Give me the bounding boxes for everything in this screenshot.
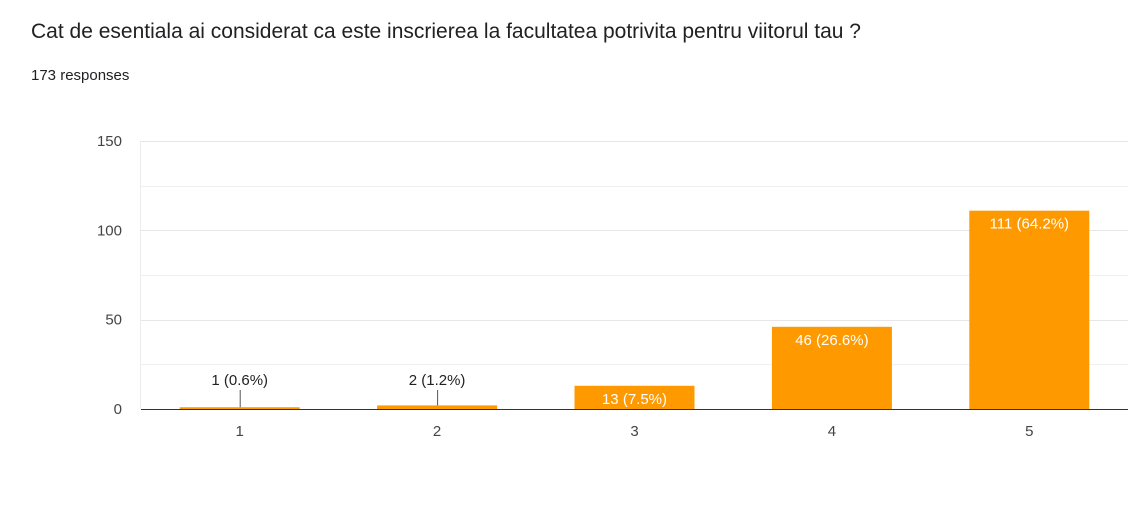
x-tick-label: 3 bbox=[630, 423, 638, 440]
data-label: 2 (1.2%) bbox=[409, 372, 466, 389]
x-tick-label: 5 bbox=[1025, 423, 1033, 440]
y-tick-label: 150 bbox=[97, 133, 122, 150]
y-tick-label: 50 bbox=[105, 312, 122, 329]
bar bbox=[969, 210, 1090, 409]
x-tick-label: 4 bbox=[828, 423, 836, 440]
x-tick-label: 2 bbox=[433, 423, 441, 440]
x-tick-label: 1 bbox=[236, 423, 244, 440]
bar bbox=[771, 326, 892, 409]
data-label: 46 (26.6%) bbox=[795, 332, 868, 349]
data-label: 1 (0.6%) bbox=[211, 372, 268, 389]
question-title: Cat de esentiala ai considerat ca este i… bbox=[31, 20, 861, 43]
bar bbox=[574, 385, 695, 409]
y-tick-label: 100 bbox=[97, 222, 122, 239]
bar bbox=[377, 405, 498, 409]
bar bbox=[179, 407, 300, 409]
y-tick-label: 0 bbox=[114, 401, 122, 418]
data-label: 111 (64.2%) bbox=[990, 216, 1070, 233]
data-label: 13 (7.5%) bbox=[602, 391, 667, 408]
response-count: 173 responses bbox=[31, 67, 130, 84]
